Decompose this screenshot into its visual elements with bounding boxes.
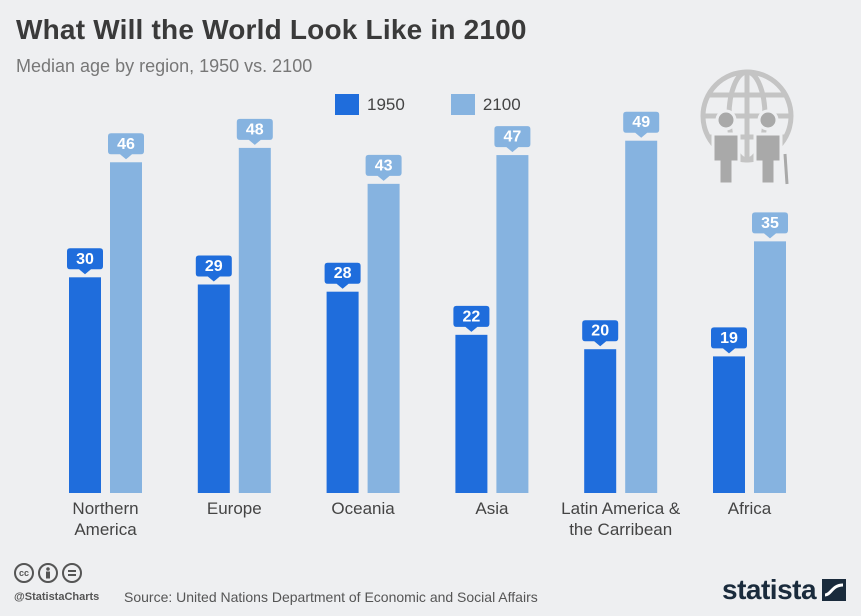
bar-2100-1 <box>238 147 271 493</box>
data-label-2100-3: 47 <box>504 129 522 146</box>
brand-text: statista <box>722 574 817 605</box>
chart-title: What Will the World Look Like in 2100 <box>16 14 527 45</box>
data-label-2100-4: 49 <box>632 114 650 131</box>
data-label-badge-2100-5 <box>752 212 788 239</box>
data-label-2100-5: 35 <box>761 215 779 232</box>
data-label-1950-1: 29 <box>205 258 223 275</box>
legend-swatch-1950 <box>335 94 359 115</box>
legend: 1950 2100 <box>335 94 567 115</box>
data-label-badge-2100-1 <box>236 118 273 145</box>
data-label-badge-1950-4 <box>582 320 619 347</box>
data-label-badge-2100-4 <box>623 111 660 138</box>
category-label-1: Europe <box>207 499 262 518</box>
data-label-badge-1950-0 <box>67 248 103 275</box>
data-label-badge-1950-3 <box>453 305 490 332</box>
bar-1950-1 <box>197 284 230 493</box>
legend-label-2100: 2100 <box>482 94 521 114</box>
statista-mark-icon <box>822 579 847 601</box>
data-label-1950-2: 28 <box>334 265 352 282</box>
bar-1950-3 <box>455 334 488 493</box>
bar-1950-2 <box>326 291 359 493</box>
category-label-0: America <box>74 520 137 539</box>
data-label-1950-0: 30 <box>76 251 94 268</box>
data-label-1950-3: 22 <box>463 308 481 325</box>
chart-subtitle: Median age by region, 1950 vs. 2100 <box>16 56 313 76</box>
by-icon <box>38 563 58 583</box>
bar-2100-0 <box>110 162 142 493</box>
data-label-badge-1950-5 <box>711 327 747 354</box>
legend-item-1950: 1950 <box>335 94 405 115</box>
statista-logo: statista <box>722 574 847 606</box>
data-label-badge-1950-1 <box>195 255 232 282</box>
data-label-badge-2100-2 <box>365 154 402 181</box>
category-label-3: Asia <box>475 499 509 518</box>
category-label-2: Oceania <box>331 499 395 518</box>
bar-2100-4 <box>625 140 658 493</box>
data-label-badge-1950-2 <box>324 262 361 289</box>
bar-chart: 30 46 Northern America 29 48 Europe 28 43 Oceania… <box>67 111 788 539</box>
data-label-2100-2: 43 <box>375 157 393 174</box>
license-icons: cc <box>14 563 86 583</box>
category-label-4: Latin America & <box>561 499 681 518</box>
bar-1950-4 <box>584 349 617 493</box>
bar-2100-3 <box>496 155 529 493</box>
data-label-1950-4: 20 <box>591 323 609 340</box>
category-label-5: Africa <box>728 499 772 518</box>
legend-swatch-2100 <box>450 94 475 115</box>
legend-item-2100: 2100 <box>450 94 521 115</box>
bar-2100-2 <box>367 183 400 493</box>
nd-icon <box>62 563 82 583</box>
data-label-badge-2100-3 <box>494 126 531 153</box>
globe-elderly-icon <box>700 69 794 186</box>
bar-2100-5 <box>754 241 786 493</box>
data-label-1950-5: 19 <box>720 330 738 347</box>
legend-label-1950: 1950 <box>367 94 405 114</box>
data-label-2100-0: 46 <box>117 136 135 153</box>
footer-handle: @StatistaCharts <box>14 591 100 603</box>
category-label-4: the Carribean <box>569 520 672 539</box>
data-label-2100-1: 48 <box>246 121 264 138</box>
category-label-0: Northern <box>72 499 138 518</box>
footer-source: Source: United Nations Department of Eco… <box>124 589 538 605</box>
cc-icon: cc <box>14 563 34 583</box>
bar-1950-0 <box>69 277 101 493</box>
data-label-badge-2100-0 <box>108 133 144 160</box>
bar-1950-5 <box>713 356 745 493</box>
